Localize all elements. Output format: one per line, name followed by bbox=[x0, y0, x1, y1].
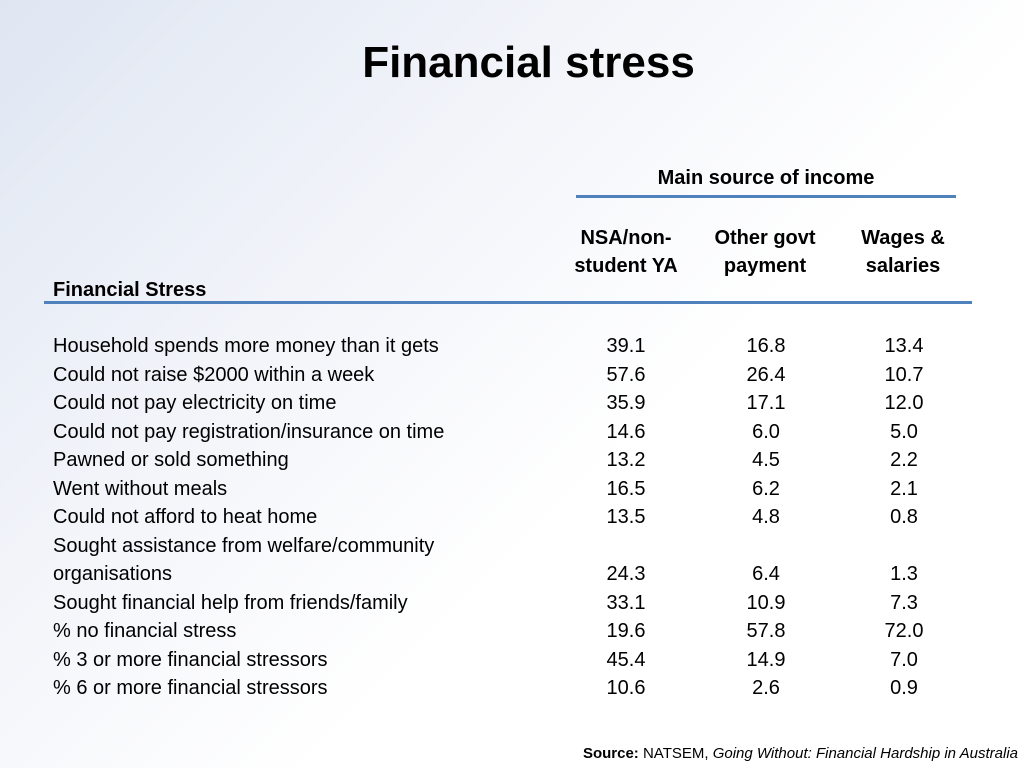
cell-wages: 1.3 bbox=[890, 563, 918, 585]
cell-nsa: 10.6 bbox=[606, 677, 646, 699]
cell-other-govt: 6.2 bbox=[752, 477, 780, 500]
table-header-rule bbox=[44, 301, 972, 304]
source-publisher: NATSEM, bbox=[642, 745, 709, 762]
group-header-rule bbox=[576, 195, 956, 198]
row-label: Household spends more money than it gets bbox=[53, 335, 439, 357]
cell-other-govt: 4.5 bbox=[752, 449, 780, 471]
row-label: Could not pay registration/insurance on … bbox=[53, 420, 445, 443]
cell-wages: 72.0 bbox=[884, 620, 924, 642]
cell-other-govt: 26.4 bbox=[746, 363, 786, 386]
cell-nsa: 13.5 bbox=[606, 506, 646, 528]
cell-wages: 2.2 bbox=[890, 449, 918, 471]
cell-other-govt: 2.6 bbox=[752, 677, 780, 699]
column-header-nsa: NSA/non- student YA bbox=[574, 227, 678, 277]
cell-wages: 0.9 bbox=[890, 677, 918, 699]
table-row: Pawned or sold something 13.2 4.5 2.2 bbox=[53, 446, 953, 475]
cell-wages: 7.3 bbox=[890, 591, 918, 614]
cell-wages: 10.7 bbox=[884, 363, 924, 386]
cell-wages: 12.0 bbox=[884, 392, 924, 414]
cell-other-govt: 17.1 bbox=[746, 392, 786, 414]
table-row: % no financial stress 19.6 57.8 72.0 bbox=[53, 617, 953, 646]
row-header-financial-stress: Financial Stress bbox=[53, 279, 207, 301]
table-row: Could not pay registration/insurance on … bbox=[53, 418, 953, 447]
cell-nsa: 14.6 bbox=[606, 420, 646, 443]
row-label: % 6 or more financial stressors bbox=[53, 677, 328, 699]
slide-title: Financial stress bbox=[362, 38, 695, 87]
income-group-header: Main source of income bbox=[657, 167, 875, 189]
table-row: Could not pay electricity on time 35.9 1… bbox=[53, 389, 953, 418]
table-row: Household spends more money than it gets… bbox=[53, 332, 953, 361]
table-row: Went without meals 16.5 6.2 2.1 bbox=[53, 475, 953, 504]
cell-nsa: 24.3 bbox=[606, 563, 646, 585]
cell-other-govt: 6.0 bbox=[752, 420, 780, 443]
cell-nsa: 13.2 bbox=[606, 449, 646, 471]
cell-other-govt: 4.8 bbox=[752, 506, 780, 528]
source-label: Source: bbox=[582, 745, 639, 762]
cell-wages: 5.0 bbox=[890, 420, 918, 443]
cell-nsa: 57.6 bbox=[606, 363, 646, 386]
cell-nsa: 33.1 bbox=[606, 591, 646, 614]
cell-other-govt: 6.4 bbox=[752, 563, 780, 585]
row-label: Went without meals bbox=[53, 477, 228, 500]
cell-nsa: 35.9 bbox=[606, 392, 646, 414]
table-row: Could not afford to heat home 13.5 4.8 0… bbox=[53, 503, 953, 532]
source-citation: Source: NATSEM, Going Without: Financial… bbox=[583, 744, 1018, 764]
row-label: Sought assistance from welfare/community… bbox=[53, 534, 435, 586]
cell-wages: 0.8 bbox=[890, 506, 918, 528]
cell-nsa: 39.1 bbox=[606, 335, 646, 357]
cell-other-govt: 57.8 bbox=[746, 620, 786, 642]
row-label: % no financial stress bbox=[53, 620, 237, 642]
table-row: % 6 or more financial stressors 10.6 2.6… bbox=[53, 674, 953, 703]
row-label: Pawned or sold something bbox=[53, 449, 289, 471]
row-label: Sought financial help from friends/famil… bbox=[53, 591, 408, 614]
cell-other-govt: 16.8 bbox=[746, 335, 786, 357]
source-title: Going Without: Financial Hardship in Aus… bbox=[712, 745, 1018, 762]
cell-other-govt: 14.9 bbox=[746, 648, 786, 671]
column-header-other-govt: Other govt payment bbox=[714, 227, 816, 277]
cell-wages: 13.4 bbox=[884, 335, 924, 357]
row-label: Could not raise $2000 within a week bbox=[53, 363, 375, 386]
row-label: % 3 or more financial stressors bbox=[53, 648, 328, 671]
cell-nsa: 19.6 bbox=[606, 620, 646, 642]
cell-wages: 2.1 bbox=[890, 477, 918, 500]
cell-wages: 7.0 bbox=[890, 648, 918, 671]
table-row: Sought financial help from friends/famil… bbox=[53, 589, 953, 618]
row-label: Could not afford to heat home bbox=[53, 506, 318, 528]
cell-other-govt: 10.9 bbox=[746, 591, 786, 614]
row-label: Could not pay electricity on time bbox=[53, 392, 337, 414]
table-row: Sought assistance from welfare/community… bbox=[53, 532, 953, 589]
cell-nsa: 16.5 bbox=[606, 477, 646, 500]
table-row: Could not raise $2000 within a week 57.6… bbox=[53, 361, 953, 390]
table-body: Household spends more money than it gets… bbox=[53, 332, 953, 703]
table-row: % 3 or more financial stressors 45.4 14.… bbox=[53, 646, 953, 675]
cell-nsa: 45.4 bbox=[606, 648, 646, 671]
column-header-wages: Wages & salaries bbox=[861, 227, 945, 277]
